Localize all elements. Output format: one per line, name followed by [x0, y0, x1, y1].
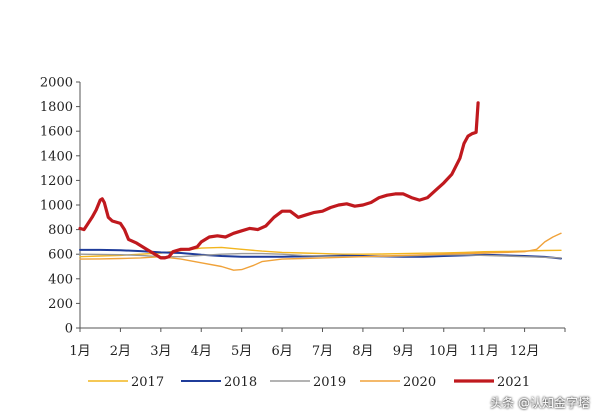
x-tick-label: 2月 — [110, 344, 131, 359]
x-axis: 1月 2月 3月 4月 5月 6月 7月 8月 9月 10月 11月 12月 — [69, 327, 566, 359]
y-tick-label: 1200 — [40, 174, 73, 189]
x-tick-label: 8月 — [352, 344, 373, 359]
x-tick-label: 12月 — [510, 344, 540, 359]
watermark-text: 头条 @认知金字塔 — [490, 396, 590, 410]
x-tick-label: 9月 — [393, 344, 414, 359]
y-tick-label: 1600 — [40, 125, 73, 140]
legend-label-2019: 2019 — [313, 375, 346, 390]
series-lines — [78, 101, 562, 271]
y-tick-label: 600 — [48, 248, 73, 263]
legend-label-2021: 2021 — [497, 375, 530, 390]
series-line-2020 — [79, 232, 562, 271]
x-tick-label: 10月 — [429, 344, 459, 359]
legend-label-2018: 2018 — [224, 375, 257, 390]
series-line-2021 — [78, 101, 480, 260]
x-tick-label: 1月 — [69, 344, 90, 359]
legend-label-2017: 2017 — [131, 375, 164, 390]
legend-label-2020: 2020 — [403, 375, 436, 390]
y-tick-label: 1400 — [40, 149, 73, 164]
y-tick-label: 800 — [48, 223, 73, 238]
y-tick-label: 1000 — [40, 199, 73, 214]
y-tick-label: 0 — [65, 322, 73, 337]
legend: 2017 2018 2019 2020 2021 — [88, 375, 530, 390]
y-tick-label: 400 — [48, 272, 73, 287]
x-tick-label: 4月 — [191, 344, 212, 359]
y-tick-label: 1800 — [40, 100, 73, 115]
x-tick-label: 7月 — [312, 344, 333, 359]
y-tick-label: 200 — [48, 297, 73, 312]
x-tick-label: 5月 — [231, 344, 252, 359]
y-axis: 0 200 400 600 800 1000 1200 1400 1600 1800 2000 — [40, 76, 81, 337]
x-tick-label: 3月 — [150, 344, 171, 359]
x-tick-label: 6月 — [271, 344, 292, 359]
y-tick-label: 2000 — [40, 76, 73, 91]
x-tick-label: 11月 — [469, 344, 499, 359]
